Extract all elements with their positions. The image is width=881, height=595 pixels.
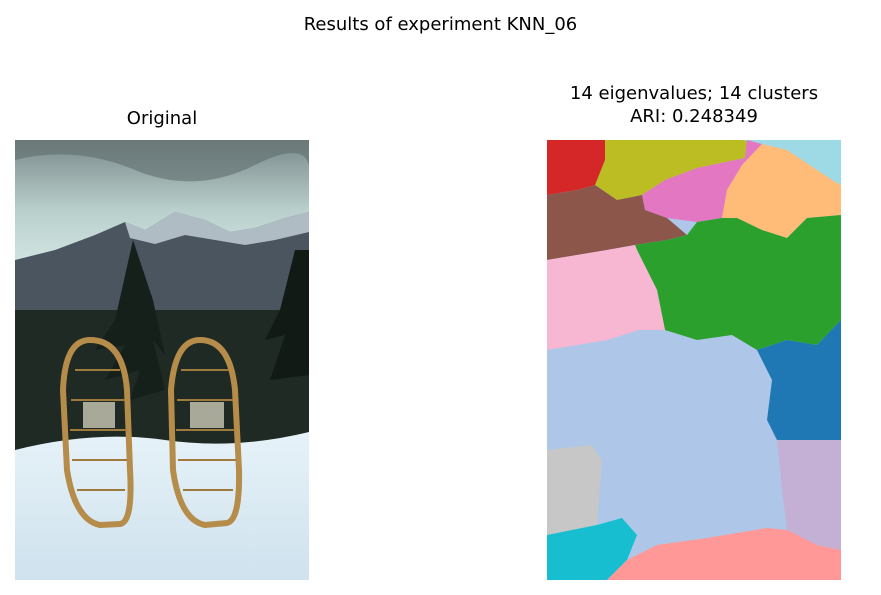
figure-suptitle: Results of experiment KNN_06 bbox=[303, 14, 578, 35]
mountains bbox=[15, 212, 309, 340]
cluster-region-salmon bbox=[607, 528, 841, 580]
cluster-region-blue bbox=[757, 320, 841, 440]
original-image bbox=[15, 140, 309, 580]
original-panel-title: Original bbox=[126, 108, 198, 129]
cluster-region-lavender bbox=[777, 440, 841, 550]
cluster-region-light-cyan bbox=[742, 140, 841, 185]
cluster-region-red bbox=[547, 140, 605, 195]
tree-left bbox=[95, 240, 165, 400]
cluster-region-gray bbox=[547, 445, 602, 535]
cluster-region-pink bbox=[642, 140, 762, 222]
mountain-snow bbox=[125, 212, 309, 245]
segmentation-title-line-1: 14 eigenvalues; 14 clusters bbox=[569, 83, 819, 104]
cluster-region-peach bbox=[722, 144, 841, 238]
cluster-region-light-pink bbox=[547, 245, 665, 350]
segmentation-title-line-2: ARI: 0.248349 bbox=[630, 106, 758, 127]
clouds bbox=[15, 140, 309, 182]
cluster-region-cyan bbox=[547, 518, 637, 580]
snow-ground bbox=[15, 432, 309, 580]
tree-right bbox=[265, 250, 309, 380]
snowshoe-right bbox=[167, 336, 243, 529]
snowshoe-left bbox=[59, 336, 134, 529]
segmentation-image bbox=[547, 140, 841, 580]
cluster-region-brown bbox=[547, 185, 687, 260]
segmentation-panel-title: 14 eigenvalues; 14 clusters ARI: 0.24834… bbox=[500, 82, 881, 128]
cluster-region-khaki bbox=[595, 140, 747, 200]
cluster-region-green bbox=[635, 215, 841, 350]
